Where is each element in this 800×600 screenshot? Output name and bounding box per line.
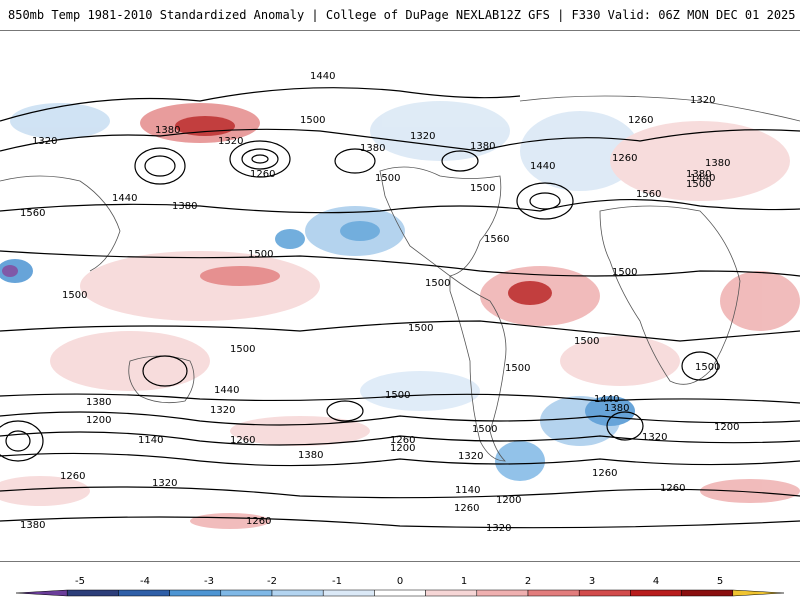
colorbar-tick-label: 5 [717,576,723,587]
contour-label: 1320 [486,523,511,534]
contour-label: 1500 [62,290,87,301]
colorbar-swatch [220,589,273,597]
contour-label: 1500 [470,183,495,194]
contour-label: 1320 [642,432,667,443]
map-header: 850mb Temp 1981-2010 Standardized Anomal… [0,0,800,30]
colorbar-tick-label: -4 [140,576,150,587]
contour-label: 1200 [86,415,111,426]
contour-label: 1500 [385,390,410,401]
contour-label: 1140 [455,485,480,496]
colorbar-swatch [732,589,785,597]
contour-label: 1560 [484,234,509,245]
contour-label: 1380 [86,397,111,408]
contour-label: 1320 [410,131,435,142]
contour-label: 1500 [425,278,450,289]
contour-label: 1320 [690,95,715,106]
contour-label: 1440 [690,173,715,184]
colorbar-swatch [374,589,426,597]
contour-label: 1260 [246,516,271,527]
contour-label: 1500 [612,267,637,278]
colorbar-tick-label: 3 [589,576,595,587]
contour-label: 1380 [604,403,629,414]
contour-label: 1500 [686,179,711,190]
colorbar-canvas: -5 -4 -3 -2 -1 0 1 2 3 4 5 [15,576,785,597]
colorbar-swatch [15,589,68,597]
contour-label: 1260 [390,435,415,446]
colorbar-tick-label: -5 [75,576,85,587]
colorbar-swatch [169,589,222,597]
colorbar-tick-label: 0 [397,576,403,587]
anomaly-shading [0,101,800,529]
contour-label: 1320 [210,405,235,416]
contour-label: 1380 [20,520,45,531]
contour-label: 1260 [454,503,479,514]
contour-label: 1500 [574,336,599,347]
contour-label: 1500 [408,323,433,334]
contour-label: 1260 [660,483,685,494]
colorbar-swatches [15,589,785,597]
colorbar-swatch [118,589,170,597]
contour-label: 1200 [496,495,521,506]
contour-label: 1380 [155,125,180,136]
contour-label: 1440 [310,71,335,82]
map-title: 850mb Temp 1981-2010 Standardized Anomal… [8,8,500,22]
contour-label: 1500 [505,363,530,374]
colorbar-tick-label: 1 [461,576,467,587]
contour-label: 1140 [138,435,163,446]
contour-label: 1380 [705,158,730,169]
contour-label: 1320 [458,451,483,462]
contour-labels: 1440 1320 1380 1500 1320 1260 1380 1500 … [20,71,739,534]
contour-label: 1500 [472,424,497,435]
colorbar-tick-label: 4 [653,576,659,587]
contour-label: 1260 [592,468,617,479]
colorbar-swatch [630,589,682,597]
contour-label: 1500 [300,115,325,126]
colorbar-tick-label: -2 [267,576,277,587]
contour-label: 1500 [230,344,255,355]
contour-label: 1200 [714,422,739,433]
contour-label: 1500 [248,249,273,260]
contour-label: 1320 [218,136,243,147]
contour-label: 1260 [230,435,255,446]
colorbar-swatch [271,589,324,597]
contour-label: 1380 [172,201,197,212]
contour-label: 1260 [612,153,637,164]
colorbar-labels: -5 -4 -3 -2 -1 0 1 2 3 4 5 [75,576,723,587]
colorbar-swatch [476,589,529,597]
contour-label: 1560 [20,208,45,219]
contour-label: 1260 [250,169,275,180]
colorbar-swatch [66,589,119,597]
contour-label: 1380 [360,143,385,154]
colorbar-tick-label: -3 [204,576,214,587]
model-run-info: 12Z GFS | F330 Valid: 06Z MON DEC 01 202… [499,8,796,22]
colorbar-swatch [527,589,580,597]
height-contours [0,87,800,529]
contour-label: 1260 [60,471,85,482]
contour-label: 1500 [375,173,400,184]
colorbar-tick-label: -1 [332,576,342,587]
contour-label: 1260 [628,115,653,126]
contour-label: 1380 [470,141,495,152]
contour-label: 1440 [530,161,555,172]
contour-label: 1440 [112,193,137,204]
anomaly-colorbar: -5 -4 -3 -2 -1 0 1 2 3 4 5 [0,570,800,600]
contour-label: 1440 [594,394,619,405]
colorbar-swatch [681,589,734,597]
contour-label: 1440 [214,385,239,396]
contour-label: 1380 [298,450,323,461]
anomaly-map: 1440 1320 1380 1500 1320 1260 1380 1500 … [0,30,800,562]
colorbar-swatch [578,589,631,597]
contour-label: 1500 [695,362,720,373]
map-canvas: 1440 1320 1380 1500 1320 1260 1380 1500 … [0,71,800,534]
contour-label: 1200 [390,443,415,454]
contour-label: 1320 [152,478,177,489]
contour-label: 1380 [686,169,711,180]
colorbar-swatch [425,589,478,597]
colorbar-tick-label: 2 [525,576,531,587]
contour-label: 1560 [636,189,661,200]
colorbar-swatch [322,589,375,597]
contour-label: 1320 [32,136,57,147]
